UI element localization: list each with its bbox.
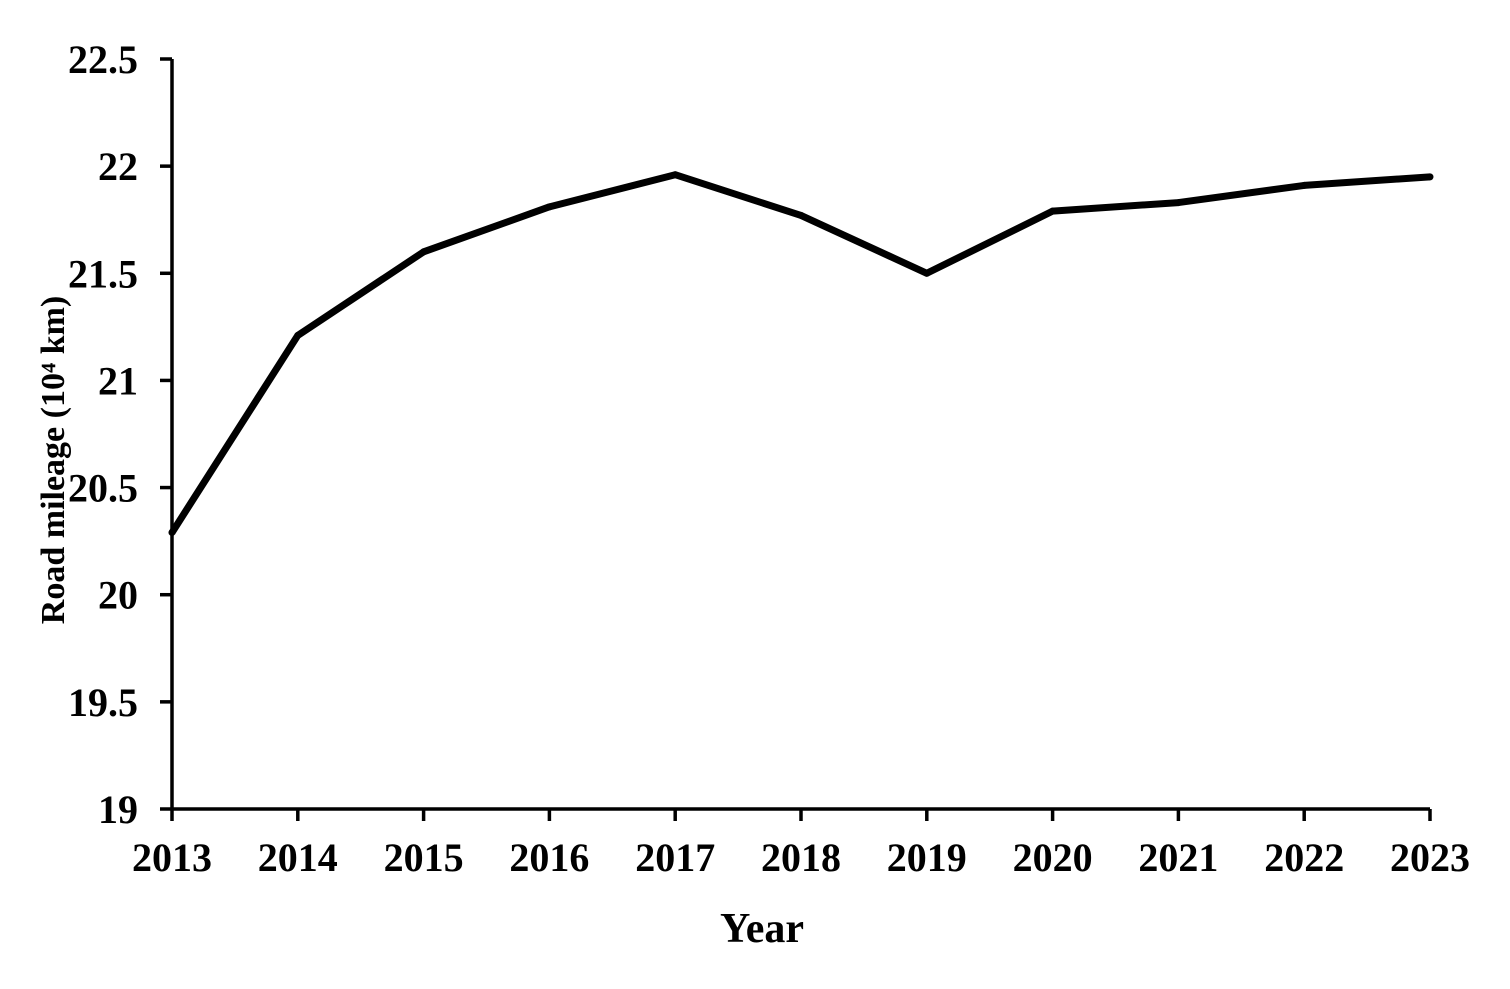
series-group [168,171,1434,537]
data-point [671,171,679,179]
x-tick-label: 2020 [1013,835,1093,880]
y-tick-label: 22 [98,144,138,189]
x-tick-label: 2021 [1138,835,1218,880]
y-tick-label: 20 [98,573,138,618]
x-axis: 2013 2014 2015 2016 2017 2018 2019 2020 2021 2022… [132,807,1470,880]
series-line [169,171,1431,535]
data-point [1174,199,1182,207]
y-tick-label: 21 [98,358,138,403]
data-point [1049,207,1057,215]
x-tick-label: 2014 [258,835,338,880]
data-point [923,269,931,277]
y-axis-title: Road mileage (10⁴ km) [35,296,72,624]
data-point [294,331,302,339]
data-point [1426,173,1434,181]
data-point [797,211,805,219]
data-point [545,203,553,211]
x-tick-label: 2018 [761,835,841,880]
data-point [168,529,176,537]
x-tick-label: 2023 [1390,835,1470,880]
y-tick-label: 19.5 [68,680,138,725]
data-point [1300,181,1308,189]
x-tick-label: 2019 [887,835,967,880]
data-point [420,248,428,256]
x-tick-label: 2013 [132,835,212,880]
x-tick-label: 2016 [509,835,589,880]
x-axis-title: Year [720,906,804,952]
x-tick-label: 2015 [384,835,464,880]
y-tick-label: 19 [98,787,138,832]
y-tick-label: 20.5 [68,466,138,511]
y-tick-label: 21.5 [68,251,138,296]
x-tick-label: 2017 [635,835,715,880]
y-tick-label: 22.5 [68,37,138,82]
y-axis: 19 19.5 20 20.5 21 21.5 22 22.5 [68,37,174,832]
x-tick-label: 2022 [1264,835,1344,880]
